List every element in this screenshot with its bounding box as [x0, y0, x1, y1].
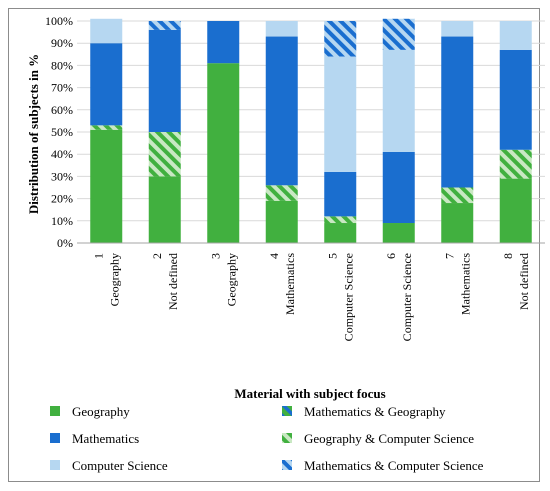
- x-tick-focus: Mathematics: [283, 253, 297, 315]
- legend-label: Mathematics & Computer Science: [304, 458, 484, 473]
- y-tick-label: 50%: [51, 125, 73, 139]
- y-tick-label: 40%: [51, 147, 73, 161]
- x-tick-group: 1 Geography: [91, 253, 121, 306]
- x-tick-group: 4 Mathematics: [267, 253, 297, 315]
- x-tick-number: 7: [442, 253, 456, 259]
- x-tick-number: 4: [267, 253, 281, 259]
- bar-segment: [90, 129, 123, 243]
- axes: 0%10%20%30%40%50%60%70%80%90%100%1 Geogra…: [45, 14, 545, 341]
- bar-segment: [441, 187, 474, 204]
- bar-segment: [324, 216, 357, 224]
- x-tick-focus: Not defined: [166, 253, 180, 310]
- y-tick-label: 10%: [51, 214, 73, 228]
- legend-label: Computer Science: [72, 458, 168, 473]
- bar-segment: [324, 223, 357, 243]
- x-tick-number: 2: [150, 253, 164, 259]
- x-tick-focus: Computer Science: [341, 253, 355, 341]
- bars: [90, 18, 532, 244]
- bar-segment: [90, 125, 123, 130]
- bar-segment: [441, 203, 474, 243]
- x-tick-group: 3 Geography: [208, 253, 238, 306]
- legend: Geography Mathematics & Geography Mathemat…: [50, 404, 484, 473]
- x-tick-number: 3: [208, 253, 222, 259]
- bar-segment: [265, 36, 298, 186]
- bar-segment: [382, 18, 415, 50]
- x-tick-number: 6: [384, 253, 398, 259]
- bar-segment: [499, 149, 532, 179]
- x-tick-focus: Not defined: [517, 253, 531, 310]
- bar-segment: [265, 21, 298, 37]
- y-tick-label: 20%: [51, 192, 73, 206]
- bar-segment: [324, 171, 357, 217]
- legend-label: Geography & Computer Science: [304, 431, 474, 446]
- x-tick-number: 5: [325, 253, 339, 259]
- gridlines: [77, 20, 545, 222]
- x-tick-group: 2 Not defined: [150, 253, 180, 310]
- x-tick-focus: Computer Science: [400, 253, 414, 341]
- y-tick-label: 60%: [51, 103, 73, 117]
- bar-segment: [324, 56, 357, 172]
- x-tick-group: 5 Computer Science: [325, 253, 355, 341]
- legend-label: Mathematics & Geography: [304, 404, 446, 419]
- bar-segment: [324, 21, 357, 57]
- bar-segment: [265, 185, 298, 201]
- x-tick-focus: Geography: [224, 253, 238, 306]
- x-tick-group: 6 Computer Science: [384, 253, 414, 341]
- bar-segment: [148, 176, 181, 243]
- legend-swatch: [282, 433, 292, 443]
- bar-segment: [148, 21, 181, 30]
- bar-segment: [441, 36, 474, 188]
- y-axis-label: Distribution of subjects in %: [26, 54, 41, 214]
- bar-segment: [90, 18, 123, 44]
- x-tick-focus: Mathematics: [458, 253, 472, 315]
- legend-swatch: [282, 460, 292, 470]
- legend-swatch: [282, 406, 292, 416]
- bar-segment: [148, 132, 181, 177]
- bar-segment: [207, 63, 240, 244]
- x-tick-focus: Geography: [107, 253, 121, 306]
- legend-label: Geography: [72, 404, 130, 419]
- bar-segment: [382, 223, 415, 243]
- legend-swatch: [50, 406, 60, 416]
- x-tick-number: 1: [91, 253, 105, 259]
- y-tick-label: 80%: [51, 58, 73, 72]
- legend-label: Mathematics: [72, 431, 139, 446]
- y-tick-label: 0%: [57, 236, 73, 250]
- x-tick-group: 8 Not defined: [501, 253, 531, 310]
- bar-segment: [90, 43, 123, 126]
- bar-segment: [207, 21, 240, 64]
- bar-segment: [382, 49, 415, 152]
- bar-segment: [148, 29, 181, 133]
- legend-swatch: [50, 433, 60, 443]
- x-tick-number: 8: [501, 253, 515, 259]
- y-tick-label: 100%: [45, 14, 73, 28]
- y-tick-label: 90%: [51, 36, 73, 50]
- bar-segment: [499, 49, 532, 150]
- bar-segment: [499, 21, 532, 50]
- bar-segment: [441, 21, 474, 37]
- y-tick-label: 30%: [51, 169, 73, 183]
- legend-swatch: [50, 460, 60, 470]
- x-tick-group: 7 Mathematics: [442, 253, 472, 315]
- bar-segment: [382, 151, 415, 224]
- bar-segment: [265, 200, 298, 243]
- x-axis-label: Material with subject focus: [234, 386, 385, 401]
- y-tick-label: 70%: [51, 81, 73, 95]
- bar-segment: [499, 178, 532, 243]
